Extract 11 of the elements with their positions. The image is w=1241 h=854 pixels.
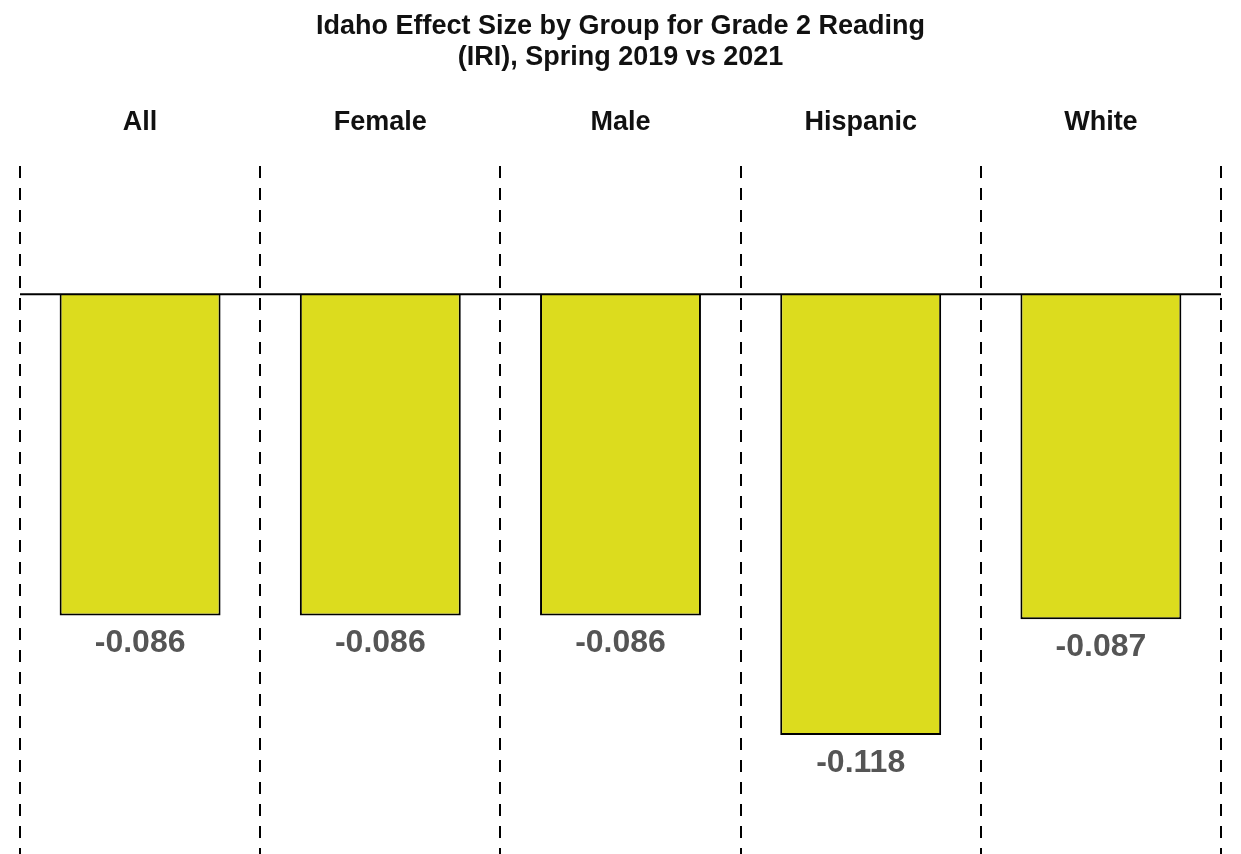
x-tick-label: Male <box>590 105 651 136</box>
data-label: -0.087 <box>1055 627 1147 664</box>
x-tick-label: Hispanic <box>804 105 917 136</box>
data-label: -0.118 <box>816 742 906 779</box>
chart-title: Idaho Effect Size by Group for Grade 2 Reading (IRI), Spring 2019 vs 2021 <box>314 9 927 73</box>
x-tick-label: Female <box>333 105 427 136</box>
data-label: -0.086 <box>94 623 186 660</box>
data-label: -0.086 <box>575 623 666 660</box>
data-label: -0.086 <box>334 623 426 660</box>
x-tick-label: All <box>122 105 158 136</box>
x-tick-label: White <box>1064 105 1138 136</box>
